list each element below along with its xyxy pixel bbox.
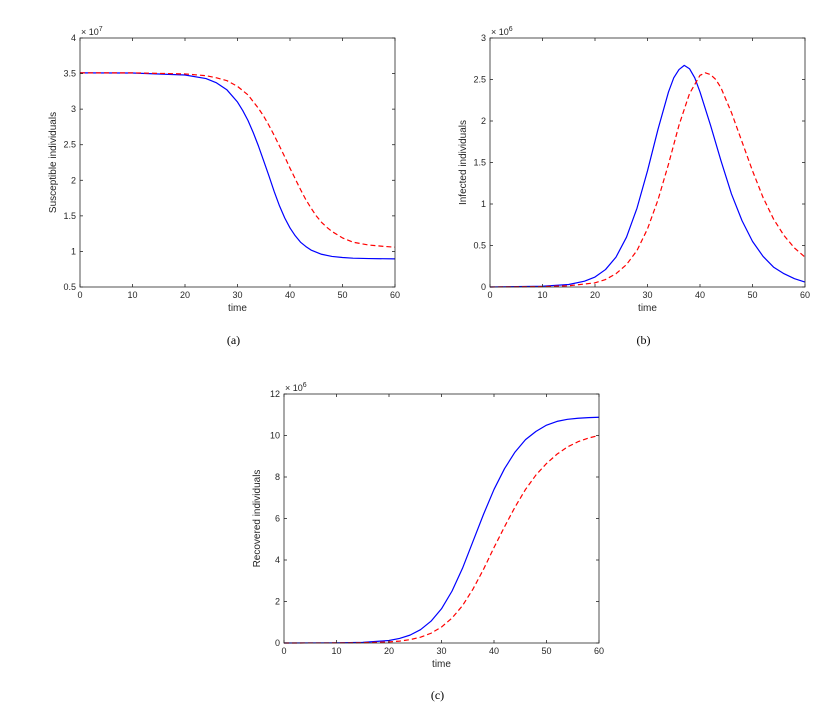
y-tick-label: 0.5	[473, 241, 486, 251]
plot-area	[284, 394, 599, 643]
x-tick-label: 40	[489, 646, 499, 656]
y-tick-label: 10	[270, 431, 280, 441]
y-tick-label: 2.5	[473, 75, 486, 85]
x-tick-label: 0	[77, 290, 82, 300]
chart-panel-1: 0 10 20 30 40 50 60 0.5 1 1.5 2 2.5 3 3.5 4 × 107 time Su…	[48, 26, 400, 347]
y-tick-label: 8	[275, 472, 280, 482]
y-axis-title: Recovered individuals	[252, 470, 263, 568]
y-tick-label: 3	[481, 33, 486, 43]
y-tick-label: 4	[71, 33, 76, 43]
x-tick-label: 50	[541, 646, 551, 656]
y-tick-label: 3.5	[63, 69, 76, 79]
x-tick-label: 0	[487, 290, 492, 300]
y-exponent-label: × 106	[285, 382, 307, 393]
x-tick-label: 50	[747, 290, 757, 300]
y-tick-label: 1	[481, 199, 486, 209]
y-axis-title: Infected individuals	[458, 120, 469, 205]
y-tick-label: 3	[71, 104, 76, 114]
y-tick-label: 0	[481, 282, 486, 292]
x-tick-label: 10	[537, 290, 547, 300]
y-tick-label: 2	[71, 175, 76, 185]
plot-area	[490, 38, 805, 287]
y-tick-label: 4	[275, 555, 280, 565]
y-tick-label: 0	[275, 638, 280, 648]
x-tick-label: 60	[594, 646, 604, 656]
y-tick-label: 1.5	[63, 211, 76, 221]
y-tick-label: 6	[275, 514, 280, 524]
x-tick-label: 40	[285, 290, 295, 300]
y-tick-label: 2.5	[63, 140, 76, 150]
x-tick-label: 30	[232, 290, 242, 300]
x-tick-label: 40	[695, 290, 705, 300]
x-tick-label: 20	[180, 290, 190, 300]
y-exponent-label: × 106	[491, 26, 513, 37]
y-tick-label: 1.5	[473, 158, 486, 168]
y-tick-label: 1	[71, 246, 76, 256]
plot-area	[80, 38, 395, 287]
x-tick-label: 10	[331, 646, 341, 656]
x-tick-label: 60	[800, 290, 810, 300]
x-axis-title: time	[638, 303, 657, 314]
y-tick-label: 12	[270, 389, 280, 399]
y-tick-label: 2	[275, 597, 280, 607]
panel-caption: (a)	[227, 333, 240, 347]
x-tick-label: 20	[384, 646, 394, 656]
x-tick-label: 30	[436, 646, 446, 656]
chart-panel-3: 0 10 20 30 40 50 60 0 2 4 6 8 10 12 × 106 time Recovered…	[252, 382, 604, 702]
x-axis-title: time	[228, 303, 247, 314]
x-axis-title: time	[432, 659, 451, 670]
series-line-solid	[283, 416, 600, 644]
x-tick-label: 20	[590, 290, 600, 300]
x-tick-label: 60	[390, 290, 400, 300]
y-axis-title: Susceptible individuals	[48, 112, 59, 213]
x-tick-label: 50	[337, 290, 347, 300]
panel-caption: (c)	[431, 688, 444, 702]
series-line-dashed	[80, 72, 396, 248]
y-exponent-label: × 107	[81, 26, 103, 37]
panel-caption: (b)	[637, 333, 651, 347]
y-tick-label: 0.5	[63, 282, 76, 292]
x-tick-label: 0	[281, 646, 286, 656]
x-tick-label: 10	[127, 290, 137, 300]
series-line-dashed	[283, 434, 600, 644]
series-line-solid	[489, 64, 806, 288]
y-tick-label: 2	[481, 116, 486, 126]
chart-panel-2: 0 10 20 30 40 50 60 0 0.5 1 1.5 2 2.5 3 × 106 time Infec…	[458, 26, 810, 347]
x-tick-label: 30	[642, 290, 652, 300]
series-line-solid	[79, 72, 396, 260]
